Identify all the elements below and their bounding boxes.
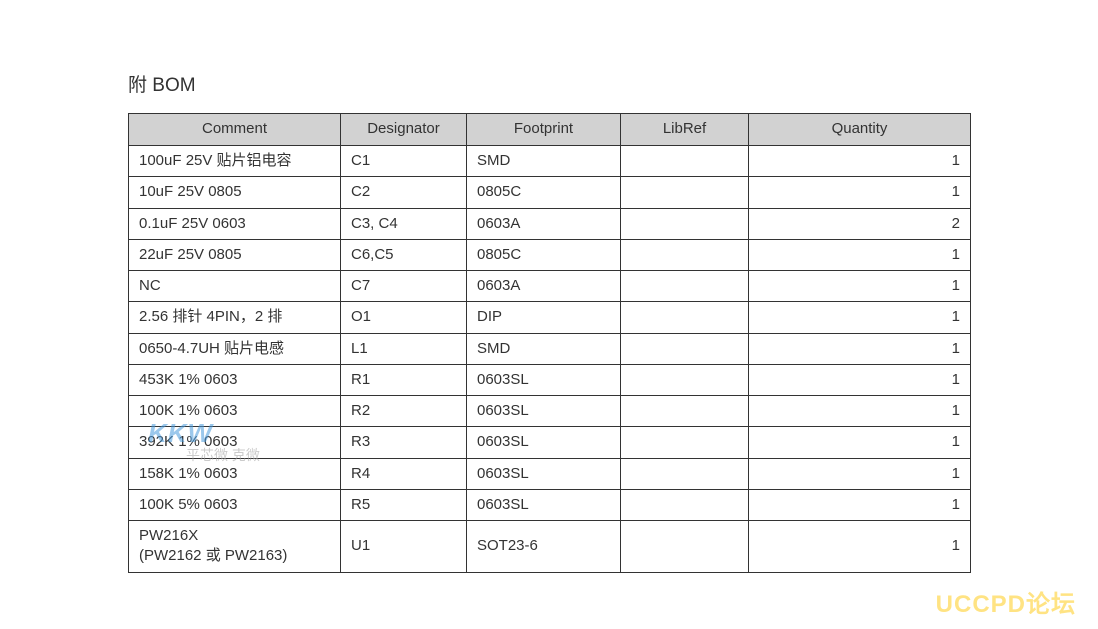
table-row: 100uF 25V 贴片铝电容C1SMD 1 — [129, 146, 971, 177]
bom-table: Comment Designator Footprint LibRef Quan… — [128, 113, 971, 573]
page-title: 附 BOM — [128, 70, 970, 97]
cell-designator: L1 — [341, 333, 467, 364]
cell-designator: R3 — [341, 427, 467, 458]
cell-footprint: 0603SL — [467, 458, 621, 489]
table-row: 10uF 25V 0805C20805C 1 — [129, 177, 971, 208]
cell-libref — [621, 521, 749, 573]
cell-quantity: 1 — [749, 271, 971, 302]
cell-libref — [621, 177, 749, 208]
cell-quantity: 1 — [749, 396, 971, 427]
cell-footprint: DIP — [467, 302, 621, 333]
cell-designator: U1 — [341, 521, 467, 573]
cell-designator: R5 — [341, 489, 467, 520]
cell-libref — [621, 396, 749, 427]
cell-quantity: 1 — [749, 427, 971, 458]
footer-watermark: UCCPD论坛 — [936, 584, 1076, 619]
cell-libref — [621, 208, 749, 239]
col-header-footprint: Footprint — [467, 114, 621, 146]
table-row: 2.56 排针 4PIN，2 排O1DIP 1 — [129, 302, 971, 333]
table-row: 0.1uF 25V 0603C3, C40603A 2 — [129, 208, 971, 239]
cell-footprint: 0603A — [467, 271, 621, 302]
cell-libref — [621, 239, 749, 270]
cell-footprint: 0603SL — [467, 489, 621, 520]
bom-table-head: Comment Designator Footprint LibRef Quan… — [129, 114, 971, 146]
cell-footprint: 0603SL — [467, 396, 621, 427]
cell-libref — [621, 458, 749, 489]
cell-comment: 0.1uF 25V 0603 — [129, 208, 341, 239]
table-row: NCC70603A 1 — [129, 271, 971, 302]
cell-quantity: 2 — [749, 208, 971, 239]
cell-comment: NC — [129, 271, 341, 302]
table-row: 0650-4.7UH 贴片电感L1SMD 1 — [129, 333, 971, 364]
cell-footprint: 0603SL — [467, 427, 621, 458]
cell-comment: 10uF 25V 0805 — [129, 177, 341, 208]
cell-libref — [621, 427, 749, 458]
cell-comment: PW216X (PW2162 或 PW2163) — [129, 521, 341, 573]
table-row: 453K 1% 0603R10603SL 1 — [129, 364, 971, 395]
cell-quantity: 1 — [749, 177, 971, 208]
cell-quantity: 1 — [749, 302, 971, 333]
cell-comment: 0650-4.7UH 贴片电感 — [129, 333, 341, 364]
table-row: 392K 1% 0603R30603SL 1 — [129, 427, 971, 458]
col-header-libref: LibRef — [621, 114, 749, 146]
cell-designator: C1 — [341, 146, 467, 177]
cell-footprint: SMD — [467, 333, 621, 364]
cell-quantity: 1 — [749, 333, 971, 364]
cell-footprint: SOT23-6 — [467, 521, 621, 573]
cell-comment: 392K 1% 0603 — [129, 427, 341, 458]
cell-footprint: 0603SL — [467, 364, 621, 395]
cell-quantity: 1 — [749, 489, 971, 520]
cell-designator: C3, C4 — [341, 208, 467, 239]
cell-quantity: 1 — [749, 521, 971, 573]
cell-libref — [621, 489, 749, 520]
cell-comment: 453K 1% 0603 — [129, 364, 341, 395]
table-row: 158K 1% 0603R40603SL 1 — [129, 458, 971, 489]
cell-footprint: SMD — [467, 146, 621, 177]
cell-quantity: 1 — [749, 239, 971, 270]
cell-comment: 22uF 25V 0805 — [129, 239, 341, 270]
cell-designator: O1 — [341, 302, 467, 333]
cell-designator: C2 — [341, 177, 467, 208]
cell-libref — [621, 333, 749, 364]
bom-table-body: 100uF 25V 贴片铝电容C1SMD110uF 25V 0805C20805… — [129, 146, 971, 573]
table-row: PW216X (PW2162 或 PW2163)U1SOT23-6 1 — [129, 521, 971, 573]
cell-footprint: 0805C — [467, 239, 621, 270]
cell-designator: R2 — [341, 396, 467, 427]
cell-quantity: 1 — [749, 458, 971, 489]
cell-designator: R1 — [341, 364, 467, 395]
table-row: 22uF 25V 0805C6,C50805C 1 — [129, 239, 971, 270]
cell-designator: C6,C5 — [341, 239, 467, 270]
col-header-quantity: Quantity — [749, 114, 971, 146]
bom-header-row: Comment Designator Footprint LibRef Quan… — [129, 114, 971, 146]
cell-libref — [621, 364, 749, 395]
page-root: 附 BOM Comment Designator Footprint LibRe… — [0, 0, 1098, 629]
cell-quantity: 1 — [749, 146, 971, 177]
cell-designator: R4 — [341, 458, 467, 489]
cell-comment: 100K 1% 0603 — [129, 396, 341, 427]
cell-libref — [621, 302, 749, 333]
cell-designator: C7 — [341, 271, 467, 302]
cell-comment: 158K 1% 0603 — [129, 458, 341, 489]
col-header-comment: Comment — [129, 114, 341, 146]
cell-comment: 2.56 排针 4PIN，2 排 — [129, 302, 341, 333]
cell-libref — [621, 271, 749, 302]
cell-comment: 100uF 25V 贴片铝电容 — [129, 146, 341, 177]
cell-footprint: 0603A — [467, 208, 621, 239]
table-row: 100K 1% 0603R20603SL 1 — [129, 396, 971, 427]
col-header-designator: Designator — [341, 114, 467, 146]
cell-footprint: 0805C — [467, 177, 621, 208]
table-row: 100K 5% 0603R50603SL 1 — [129, 489, 971, 520]
cell-quantity: 1 — [749, 364, 971, 395]
cell-comment: 100K 5% 0603 — [129, 489, 341, 520]
cell-libref — [621, 146, 749, 177]
